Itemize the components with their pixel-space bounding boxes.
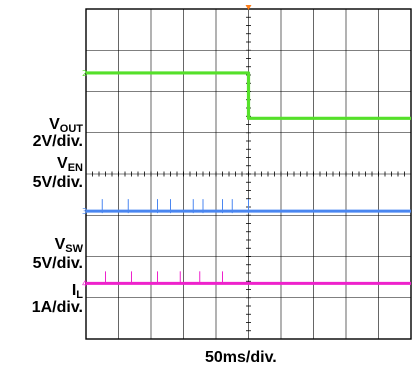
vout-scale-label: 2V/div. xyxy=(32,133,83,150)
vsw-label: VSW xyxy=(54,236,83,256)
ven-scale-label: 5V/div. xyxy=(32,174,83,191)
vsw-channel-marker: 3 xyxy=(82,207,87,216)
ven-trace xyxy=(86,71,411,120)
il-channel-marker: 4 xyxy=(82,279,87,288)
ven-channel-marker: 2 xyxy=(82,69,87,78)
vout-label: VOUT xyxy=(49,116,83,136)
il-label: IL xyxy=(71,282,83,302)
ven-label: VEN xyxy=(57,155,83,175)
vsw-scale-label: 5V/div. xyxy=(32,255,83,272)
x-axis-label: 50ms/div. xyxy=(205,349,277,366)
il-scale-label: 1A/div. xyxy=(31,299,83,316)
trigger-marker xyxy=(245,5,252,10)
